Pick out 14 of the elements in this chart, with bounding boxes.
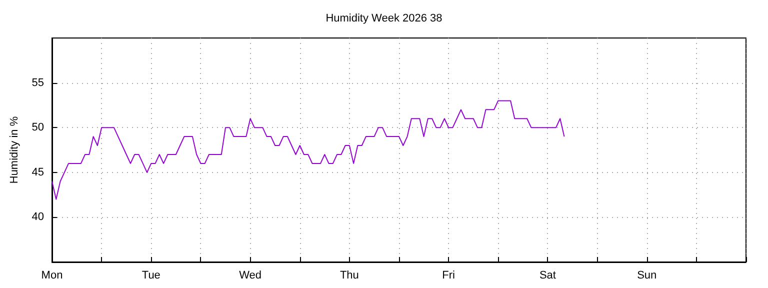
y-tick-label: 45 bbox=[32, 166, 44, 178]
chart-title: Humidity Week 2026 38 bbox=[326, 12, 442, 24]
x-tick-label: Mon bbox=[41, 270, 63, 282]
x-tick-label: Wed bbox=[239, 270, 262, 282]
x-tick-label: Thu bbox=[340, 270, 359, 282]
x-tick-label: Tue bbox=[142, 270, 160, 282]
y-tick-label: 40 bbox=[32, 211, 44, 224]
x-tick-label: Sun bbox=[637, 270, 657, 282]
x-tick-label: Sat bbox=[539, 270, 556, 282]
y-axis-title: Humidity in % bbox=[8, 116, 20, 184]
x-tick-label: Fri bbox=[442, 270, 455, 282]
line-series bbox=[52, 100, 565, 200]
y-tick-label: 50 bbox=[32, 122, 44, 134]
y-tick-label: 55 bbox=[32, 76, 44, 89]
